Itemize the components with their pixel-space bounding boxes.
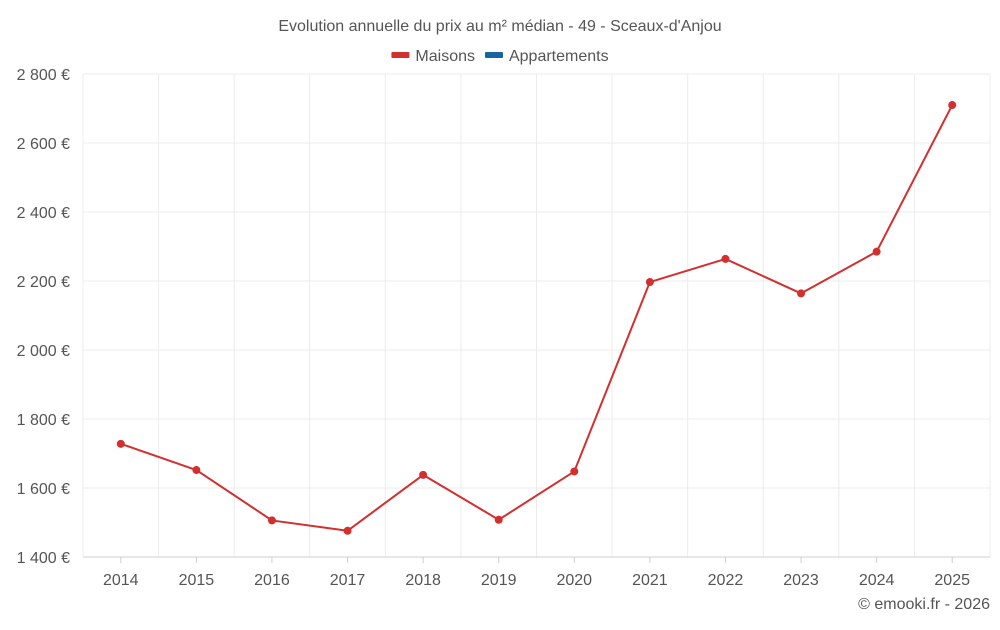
x-tick-label: 2024 (859, 572, 895, 589)
gridlines (82, 73, 991, 557)
data-point-maisons-2024[interactable] (872, 247, 881, 256)
y-tick-label: 1 600 € (17, 481, 70, 498)
y-tick-label: 1 800 € (17, 412, 70, 429)
x-tick-label: 2016 (254, 572, 290, 589)
y-tick-label: 2 000 € (17, 343, 70, 360)
data-point-maisons-2021[interactable] (645, 278, 654, 287)
series-group (116, 101, 957, 535)
y-axis-ticks: 1 400 € 1 600 € 1 800 € 2 000 € 2 200 € 2 400… (17, 67, 70, 567)
data-point-maisons-2019[interactable] (494, 515, 503, 524)
y-tick-label: 2 600 € (17, 136, 70, 153)
legend-swatch (391, 52, 410, 58)
data-point-maisons-2015[interactable] (192, 466, 201, 475)
x-tick-label: 2017 (330, 572, 366, 589)
y-tick-label: 1 400 € (17, 550, 70, 567)
x-tick-label: 2020 (556, 572, 592, 589)
data-point-maisons-2025[interactable] (948, 101, 957, 110)
credit-text: © emooki.fr - 2026 (858, 596, 990, 613)
data-point-maisons-2022[interactable] (721, 254, 730, 263)
y-tick-label: 2 400 € (17, 205, 70, 222)
legend-item-appartements[interactable]: Appartements (484, 48, 609, 65)
data-point-maisons-2023[interactable] (797, 289, 806, 298)
x-tick-label: 2015 (179, 572, 215, 589)
x-tick-label: 2022 (708, 572, 744, 589)
x-tick-label: 2014 (103, 572, 139, 589)
y-tick-label: 2 800 € (17, 67, 70, 84)
x-tick-label: 2025 (934, 572, 970, 589)
legend: Maisons Appartements (391, 48, 609, 65)
series-line-maisons (120, 104, 954, 532)
legend-item-maisons[interactable]: Maisons (391, 48, 475, 65)
legend-label: Maisons (415, 48, 475, 65)
legend-swatch (484, 52, 503, 58)
data-point-maisons-2017[interactable] (343, 526, 352, 535)
data-point-maisons-2018[interactable] (419, 470, 428, 479)
x-tick-label: 2018 (405, 572, 441, 589)
chart-title: Evolution annuelle du prix au m² médian … (278, 18, 721, 35)
data-point-maisons-2016[interactable] (267, 516, 276, 525)
x-tick-label: 2021 (632, 572, 668, 589)
x-tick-label: 2023 (783, 572, 819, 589)
data-point-maisons-2014[interactable] (116, 439, 125, 448)
y-tick-label: 2 200 € (17, 274, 70, 291)
data-point-maisons-2020[interactable] (570, 467, 579, 476)
x-axis-ticks: 2014 2015 2016 2017 2018 2019 2020 2021 2022 2023… (103, 557, 970, 589)
legend-label: Appartements (509, 48, 609, 65)
x-tick-label: 2019 (481, 572, 517, 589)
